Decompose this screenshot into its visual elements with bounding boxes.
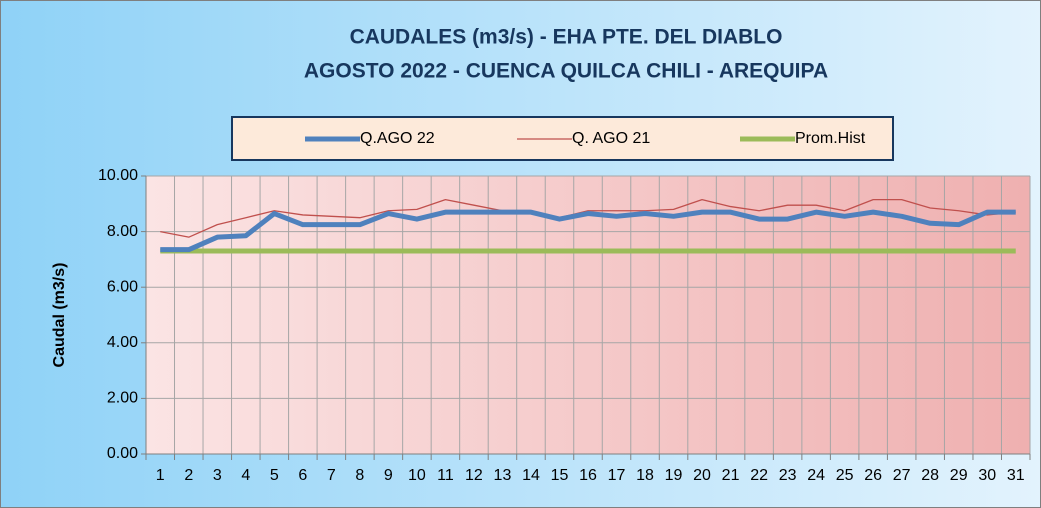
x-tick-label: 30 (978, 467, 996, 484)
y-tick-label: 6.00 (107, 278, 138, 295)
y-axis-label: Caudal (m3/s) (51, 263, 68, 368)
x-tick-label: 9 (384, 467, 393, 484)
x-tick-label: 31 (1007, 467, 1025, 484)
x-tick-label: 3 (213, 467, 222, 484)
x-tick-label: 21 (722, 467, 740, 484)
x-tick-label: 6 (298, 467, 307, 484)
y-tick-label: 8.00 (107, 223, 138, 240)
x-tick-label: 25 (836, 467, 854, 484)
legend-label: Q.AGO 22 (360, 130, 435, 147)
x-tick-label: 24 (807, 467, 825, 484)
x-tick-label: 23 (779, 467, 797, 484)
x-tick-label: 7 (327, 467, 336, 484)
x-tick-label: 14 (522, 467, 540, 484)
x-tick-label: 1 (156, 467, 165, 484)
x-tick-label: 8 (355, 467, 364, 484)
x-tick-label: 22 (750, 467, 768, 484)
series-line (160, 198, 1016, 238)
x-tick-label: 16 (579, 467, 597, 484)
x-tick-label: 4 (241, 467, 250, 484)
chart-title: CAUDALES (m3/s) - EHA PTE. DEL DIABLO (350, 26, 783, 49)
x-tick-label: 20 (693, 467, 711, 484)
x-tick-label: 15 (551, 467, 569, 484)
legend-label: Prom.Hist (795, 130, 866, 147)
x-tick-label: 29 (950, 467, 968, 484)
y-tick-label: 10.00 (98, 167, 138, 184)
chart-subtitle: AGOSTO 2022 - CUENCA QUILCA CHILI - AREQ… (304, 60, 828, 83)
x-tick-label: 13 (494, 467, 512, 484)
y-tick-label: 4.00 (107, 334, 138, 351)
x-tick-label: 12 (465, 467, 483, 484)
x-tick-label: 17 (608, 467, 626, 484)
series-line (160, 209, 1016, 253)
x-tick-label: 19 (665, 467, 683, 484)
x-tick-label: 28 (921, 467, 939, 484)
x-tick-label: 18 (636, 467, 654, 484)
y-tick-label: 2.00 (107, 390, 138, 407)
x-tick-label: 5 (270, 467, 279, 484)
x-tick-label: 27 (893, 467, 911, 484)
legend-label: Q. AGO 21 (572, 130, 650, 147)
y-tick-label: 0.00 (107, 445, 138, 462)
x-tick-label: 11 (437, 467, 454, 484)
x-tick-label: 2 (184, 467, 193, 484)
x-tick-label: 26 (864, 467, 882, 484)
x-tick-label: 10 (408, 467, 426, 484)
